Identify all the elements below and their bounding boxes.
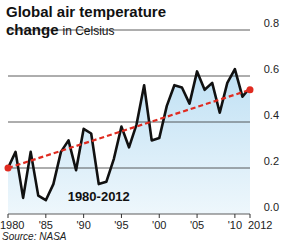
grid-line (8, 122, 250, 123)
line-group (8, 69, 250, 200)
x-tick (83, 214, 84, 218)
y-tick-label: 0.8 (264, 17, 279, 29)
x-tick-label: 1980 (0, 219, 24, 231)
chart: 0.0 0.2 0.4 0.6 0.8 1980 '85 '90 '95 '00 '05 '10 201… (0, 0, 282, 243)
y-tick-label: 0.0 (264, 201, 279, 213)
x-tick-label: '90 (76, 219, 90, 231)
trend-point (5, 165, 12, 172)
data-line (8, 69, 250, 200)
y-tick-label: 0.4 (264, 109, 279, 121)
annotation: 1980-2012 (68, 189, 130, 204)
x-tick-label: '85 (39, 219, 53, 231)
x-tick (45, 214, 46, 218)
source: Source: NASA (2, 231, 67, 242)
x-tick (234, 214, 235, 218)
title: Global air temperaturechange (6, 3, 166, 38)
x-tick-label: 2012 (248, 219, 272, 231)
x-tick (159, 214, 160, 218)
x-tick-label: '05 (190, 219, 204, 231)
trend-line (8, 90, 250, 168)
area (8, 69, 250, 214)
plot-area (8, 69, 250, 214)
x-tick (121, 214, 122, 218)
trend-point (247, 86, 254, 93)
x-tick-label: '95 (114, 219, 128, 231)
grid-line (8, 214, 250, 215)
x-tick-label: '00 (152, 219, 166, 231)
grid-line (8, 76, 250, 77)
y-tick-label: 0.2 (264, 155, 279, 167)
grid-line (8, 168, 250, 169)
y-tick-label: 0.6 (264, 63, 279, 75)
x-tick-label: '10 (228, 219, 242, 231)
x-tick (250, 214, 251, 218)
x-tick (8, 214, 9, 218)
x-tick (197, 214, 198, 218)
subtitle: in Celsius (63, 24, 115, 38)
